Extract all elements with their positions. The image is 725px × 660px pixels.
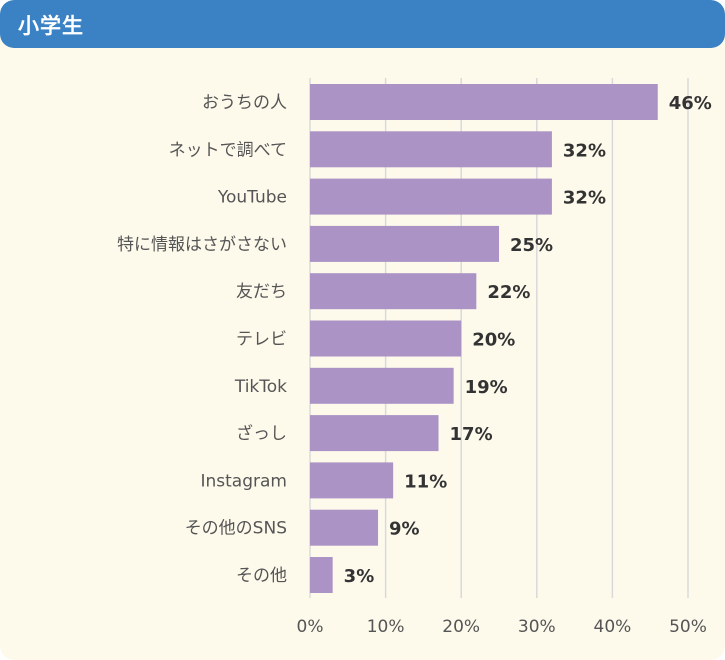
bar — [310, 415, 439, 452]
bar — [310, 367, 454, 404]
category-label: YouTube — [217, 188, 287, 208]
bar — [310, 178, 552, 215]
category-label: Instagram — [201, 471, 288, 491]
data-label: 19% — [465, 377, 508, 398]
data-label: 25% — [510, 235, 553, 256]
data-label: 32% — [563, 140, 606, 161]
page-title: 小学生 — [18, 14, 84, 38]
category-label: その他 — [236, 566, 287, 586]
bar — [310, 84, 658, 120]
bar — [310, 273, 477, 310]
category-label: ネットで調べて — [169, 140, 287, 160]
data-label: 22% — [487, 282, 530, 303]
x-tick-label: 20% — [442, 617, 480, 637]
category-label: その他のSNS — [185, 519, 287, 539]
data-label: 20% — [472, 330, 515, 351]
category-label: テレビ — [236, 330, 287, 350]
x-tick-label: 30% — [518, 617, 556, 637]
category-label: TikTok — [234, 377, 287, 397]
bar — [310, 557, 333, 593]
category-label: 特に情報はさがさない — [117, 235, 287, 255]
data-label: 17% — [450, 424, 493, 445]
header-bar: 小学生 — [0, 0, 725, 48]
data-label: 11% — [404, 471, 447, 492]
data-label: 32% — [563, 188, 606, 209]
data-label: 3% — [344, 566, 375, 587]
bar — [310, 225, 499, 262]
bar — [310, 509, 379, 546]
x-tick-label: 10% — [367, 617, 405, 637]
x-tick-label: 50% — [669, 617, 707, 637]
category-label: おうちの人 — [202, 93, 287, 113]
x-tick-label: 0% — [297, 617, 324, 637]
data-label: 9% — [389, 519, 420, 540]
x-tick-label: 40% — [594, 617, 632, 637]
bar — [310, 462, 394, 499]
data-label: 46% — [669, 93, 712, 114]
bar — [310, 320, 462, 357]
category-label: 友だち — [236, 282, 287, 302]
category-label: ざっし — [236, 423, 287, 444]
bar — [310, 131, 552, 168]
